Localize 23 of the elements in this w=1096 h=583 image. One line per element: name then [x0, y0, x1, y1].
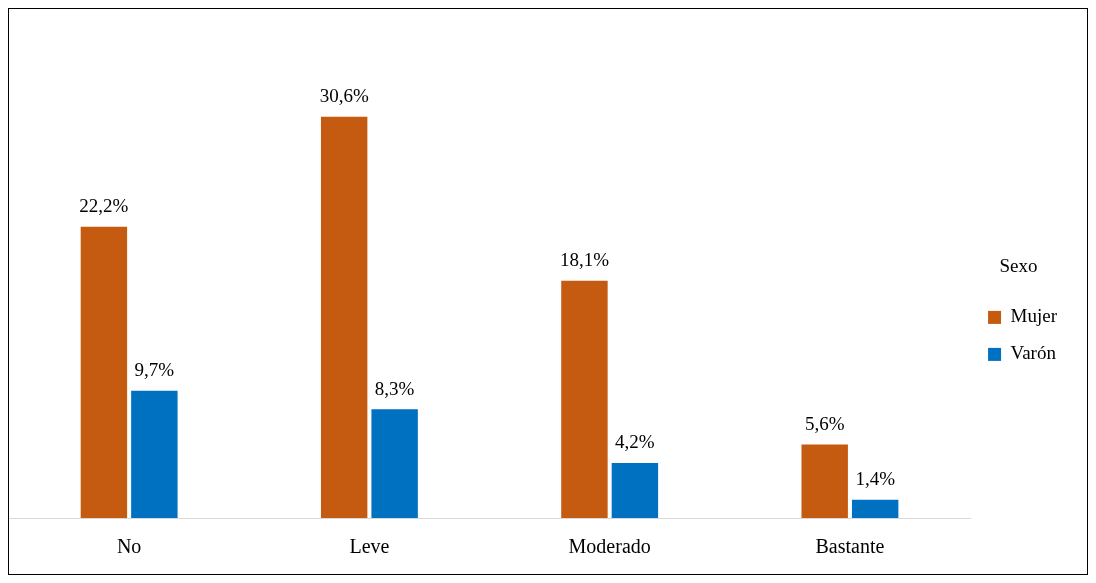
bar [80, 226, 128, 518]
data-label: 1,4% [855, 468, 896, 490]
data-label: 5,6% [804, 413, 845, 435]
x-tick-label: Moderado [568, 535, 651, 558]
bar [371, 409, 418, 518]
x-tick-label: No [116, 535, 142, 558]
bar [320, 116, 368, 518]
data-label: 22,2% [79, 195, 129, 217]
bar [851, 499, 899, 518]
data-label: 9,7% [134, 359, 175, 381]
legend-title: Sexo [999, 254, 1038, 276]
data-label: 30,6% [319, 85, 369, 107]
bar [611, 462, 659, 518]
legend-label: Varón [1010, 342, 1057, 364]
bar [131, 390, 178, 518]
data-label: 4,2% [615, 431, 655, 453]
bar [801, 444, 848, 518]
data-label: 18,1% [559, 249, 610, 271]
x-tick-label: Bastante [815, 535, 885, 558]
x-tick-label: Leve [349, 535, 390, 558]
data-label: 8,3% [374, 377, 415, 399]
legend-label: Mujer [1010, 305, 1058, 327]
bar [561, 280, 608, 518]
